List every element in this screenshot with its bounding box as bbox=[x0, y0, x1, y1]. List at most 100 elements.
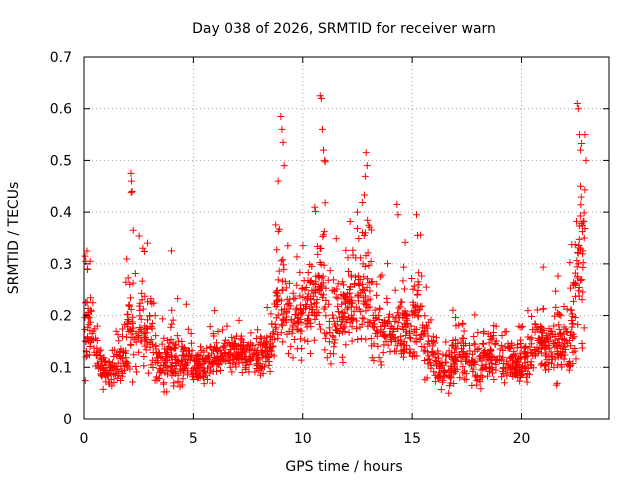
data-point bbox=[423, 374, 431, 382]
data-point bbox=[196, 363, 204, 371]
data-point bbox=[411, 337, 419, 345]
data-point bbox=[280, 162, 288, 170]
data-point bbox=[299, 242, 307, 250]
data-point bbox=[538, 329, 546, 337]
y-tick-label: 0.5 bbox=[50, 153, 72, 169]
data-point bbox=[537, 323, 545, 331]
data-point bbox=[297, 301, 305, 309]
data-point bbox=[384, 341, 392, 349]
data-point bbox=[175, 337, 183, 345]
data-point bbox=[277, 306, 285, 314]
data-point bbox=[298, 284, 306, 292]
data-point bbox=[196, 370, 204, 378]
data-point bbox=[231, 335, 239, 343]
data-point bbox=[220, 344, 228, 352]
data-point bbox=[164, 351, 172, 359]
data-point bbox=[124, 274, 132, 282]
data-point bbox=[100, 354, 108, 362]
data-point bbox=[180, 369, 188, 377]
data-point bbox=[247, 329, 255, 337]
data-point bbox=[346, 218, 354, 226]
data-point bbox=[325, 318, 333, 326]
data-point bbox=[475, 344, 483, 352]
data-point bbox=[568, 241, 576, 249]
data-point bbox=[452, 356, 460, 364]
data-point bbox=[492, 361, 500, 369]
data-point bbox=[459, 369, 467, 377]
data-point bbox=[313, 303, 321, 311]
data-point bbox=[300, 305, 308, 313]
data-point bbox=[379, 349, 387, 357]
data-point bbox=[425, 318, 433, 326]
data-point bbox=[578, 344, 586, 352]
data-point bbox=[529, 364, 537, 372]
data-point bbox=[92, 352, 100, 360]
data-point bbox=[567, 316, 575, 324]
data-point bbox=[173, 332, 181, 340]
data-point bbox=[168, 320, 176, 328]
data-point bbox=[334, 308, 342, 316]
data-point bbox=[207, 366, 215, 374]
data-point bbox=[339, 308, 347, 316]
data-point bbox=[233, 354, 241, 362]
data-point bbox=[435, 362, 443, 370]
data-point bbox=[123, 361, 131, 369]
data-point bbox=[189, 370, 197, 378]
data-point bbox=[414, 278, 422, 286]
data-point bbox=[279, 138, 287, 146]
data-point bbox=[572, 355, 580, 363]
data-point bbox=[204, 364, 212, 372]
data-point bbox=[529, 352, 537, 360]
data-point bbox=[223, 322, 231, 330]
data-point bbox=[278, 125, 286, 133]
data-point bbox=[338, 300, 346, 308]
data-point bbox=[89, 327, 97, 335]
data-point bbox=[232, 342, 240, 350]
data-point bbox=[346, 283, 354, 291]
data-point bbox=[570, 333, 578, 341]
data-point bbox=[315, 272, 323, 280]
data-point bbox=[409, 298, 417, 306]
data-point bbox=[571, 280, 579, 288]
data-point bbox=[97, 362, 105, 370]
data-point bbox=[338, 353, 346, 361]
data-point bbox=[541, 344, 549, 352]
data-point bbox=[221, 350, 229, 358]
data-point bbox=[459, 320, 467, 328]
data-point bbox=[470, 340, 478, 348]
data-point bbox=[407, 322, 415, 330]
data-point bbox=[217, 367, 225, 375]
data-point bbox=[252, 350, 260, 358]
data-point bbox=[276, 225, 284, 233]
data-point bbox=[284, 242, 292, 250]
data-point bbox=[300, 277, 308, 285]
data-point bbox=[149, 349, 157, 357]
data-point bbox=[445, 389, 453, 397]
data-point bbox=[247, 357, 255, 365]
data-point bbox=[487, 356, 495, 364]
data-point bbox=[579, 288, 587, 296]
data-point bbox=[325, 338, 333, 346]
data-point bbox=[131, 270, 139, 278]
data-point bbox=[257, 333, 265, 341]
data-point bbox=[414, 313, 422, 321]
data-point bbox=[580, 324, 588, 332]
data-point bbox=[485, 339, 493, 347]
data-point bbox=[480, 327, 488, 335]
data-point bbox=[161, 361, 169, 369]
data-point bbox=[318, 125, 326, 133]
data-point bbox=[533, 306, 541, 314]
data-point bbox=[457, 354, 465, 362]
data-point bbox=[539, 305, 547, 313]
data-point bbox=[332, 235, 340, 243]
data-point bbox=[574, 105, 582, 113]
data-point bbox=[567, 306, 575, 314]
data-point bbox=[101, 367, 109, 375]
data-point bbox=[413, 211, 420, 219]
data-point bbox=[88, 336, 96, 344]
data-point bbox=[545, 365, 553, 373]
data-point bbox=[526, 371, 534, 379]
data-point bbox=[410, 348, 418, 356]
data-point bbox=[163, 388, 171, 396]
data-point bbox=[573, 217, 581, 225]
